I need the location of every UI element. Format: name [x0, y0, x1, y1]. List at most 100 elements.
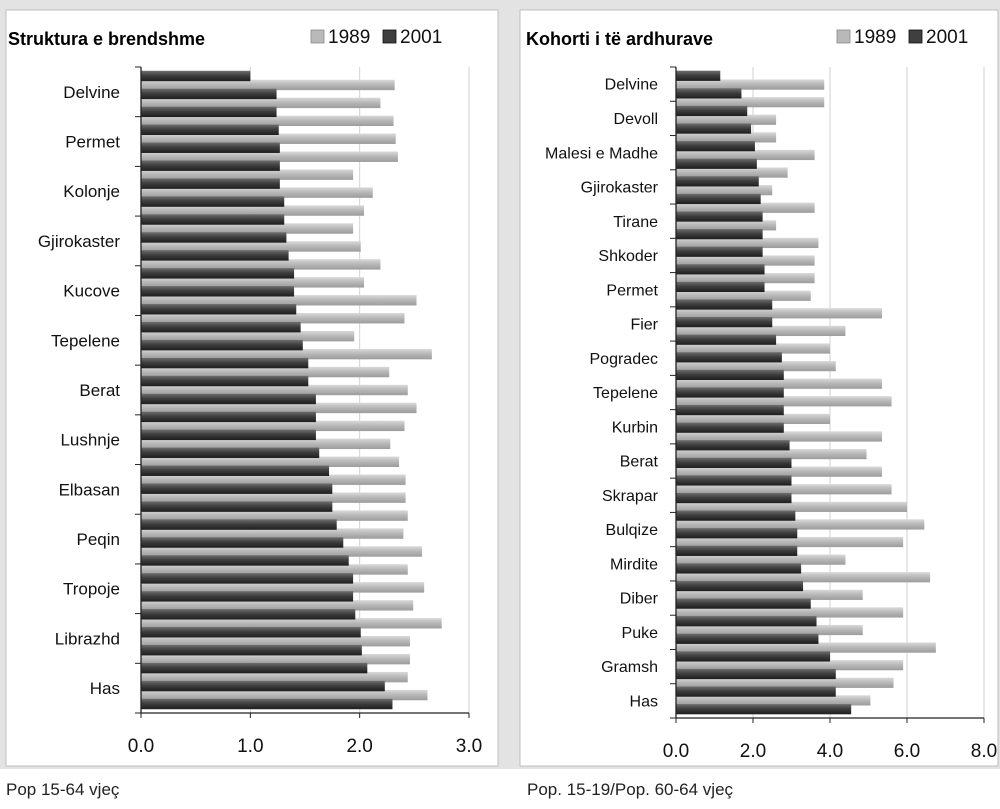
- right-chart-bar-2001: [676, 105, 748, 117]
- right-chart-bar-1989: [676, 255, 815, 266]
- left-chart-bar-2001: [141, 286, 295, 297]
- left-chart-bar-2001: [141, 321, 301, 333]
- left-chart-bar-2001: [141, 357, 309, 369]
- left-chart-bar-2001: [141, 268, 295, 279]
- left-chart-category-label: Tepelene: [51, 331, 120, 350]
- right-chart-bar-1989: [676, 202, 815, 213]
- right-chart-category-label: Shkoder: [598, 248, 658, 265]
- left-chart-bar-2001: [141, 573, 354, 584]
- left-chart-bar-2001: [141, 106, 277, 118]
- right-chart-bar-1989: [676, 642, 936, 653]
- left-chart-bar-1989: [141, 259, 381, 270]
- left-chart-category-label: Kolonje: [63, 182, 120, 201]
- left-chart-bar-2001: [141, 537, 344, 548]
- right-chart-bar-1989: [676, 554, 846, 565]
- right-chart-bar-1989: [676, 396, 892, 407]
- right-chart-bar-2001: [676, 334, 777, 345]
- right-chart-bar-2001: [676, 563, 802, 574]
- left-chart-bar-2001: [141, 232, 287, 243]
- left-chart-bar-1989: [141, 223, 354, 234]
- left-chart-bar-2001: [141, 160, 280, 171]
- right-chart-category-label: Devoll: [614, 111, 658, 128]
- right-chart-bar-1989: [676, 273, 815, 284]
- left-chart-bar-2001: [141, 250, 289, 261]
- left-chart-bar-2001: [141, 465, 330, 476]
- right-chart-legend-label-2001: 2001: [926, 27, 968, 48]
- right-chart-legend-swatch-2001: [908, 29, 923, 44]
- right-chart-bar-2001: [676, 229, 763, 240]
- left-chart-bar-1989: [141, 402, 417, 414]
- right-chart-bar-1989: [676, 237, 819, 249]
- left-chart-bar-1989: [141, 582, 425, 593]
- left-chart-bar-2001: [141, 178, 280, 189]
- right-chart-category-label: Tirane: [613, 214, 658, 231]
- right-chart-bar-2001: [676, 633, 819, 644]
- left-chart-bar-1989: [141, 97, 381, 109]
- left-chart-bar-1989: [141, 564, 408, 575]
- left-chart-bar-2001: [141, 447, 320, 459]
- right-chart-category-label: Tepelene: [593, 385, 658, 402]
- left-chart-bar-1989: [141, 348, 432, 360]
- left-chart-bar-1989: [141, 420, 405, 432]
- right-chart-bar-2001: [676, 422, 784, 433]
- right-chart-bar-2001: [676, 264, 765, 275]
- right-chart-bar-2001: [676, 704, 852, 715]
- right-chart-category-label: Diber: [620, 591, 659, 608]
- right-chart-bar-1989: [676, 132, 777, 143]
- right-chart-caption: Pop. 15-19/Pop. 60-64 vjeç: [527, 780, 734, 799]
- right-chart-legend-label-1989: 1989: [854, 27, 896, 48]
- right-chart-category-label: Gjirokaster: [581, 180, 659, 197]
- right-chart-category-label: Bulqize: [606, 522, 659, 539]
- right-chart-bar-2001: [676, 70, 721, 81]
- right-chart-bar-1989: [676, 361, 836, 372]
- right-chart-bar-2001: [676, 475, 792, 486]
- right-chart-bar-2001: [676, 193, 761, 205]
- right-chart-bar-2001: [676, 123, 752, 134]
- right-chart-bar-1989: [676, 589, 863, 600]
- right-chart-bar-2001: [676, 369, 784, 380]
- left-chart-category-label: Has: [90, 679, 120, 698]
- left-chart-caption: Pop 15-64 vjeç: [6, 780, 120, 799]
- right-chart-bar-1989: [676, 519, 925, 530]
- left-chart-bar-2001: [141, 304, 297, 315]
- right-chart-category-label: Berat: [620, 454, 659, 471]
- left-chart-bar-2001: [141, 662, 368, 674]
- right-chart-x-tick-label: 8.0: [971, 741, 997, 762]
- left-chart-category-label: Tropoje: [63, 580, 120, 599]
- right-chart-bar-2001: [676, 352, 782, 363]
- left-chart-bar-2001: [141, 644, 362, 656]
- right-chart-bar-2001: [676, 528, 798, 539]
- charts-svg: 0.0 1.0 2.0 3.0 Delvine Permet Kolonje Gjirokas…: [0, 0, 1000, 769]
- right-chart-bar-2001: [676, 299, 773, 310]
- right-chart-bar-1989: [676, 343, 830, 354]
- right-chart-bar-1989: [676, 607, 904, 618]
- left-chart-bar-1989: [141, 510, 408, 521]
- left-chart-bar-1989: [141, 384, 408, 396]
- left-chart-category-label: Delvine: [63, 83, 120, 102]
- right-chart-bar-2001: [676, 686, 836, 697]
- right-chart-bar-1989: [676, 290, 811, 301]
- right-chart-x-tick-label: 4.0: [817, 741, 843, 762]
- left-chart-legend-swatch-2001: [382, 29, 397, 44]
- right-chart-bar-1989: [676, 572, 931, 583]
- right-chart-category-label: Gramsh: [601, 659, 658, 676]
- left-chart-bar-2001: [141, 591, 354, 602]
- left-chart-category-label: Kucove: [63, 282, 120, 301]
- left-chart-bar-1989: [141, 653, 410, 665]
- left-chart-bar-1989: [141, 79, 395, 91]
- left-chart-bar-1989: [141, 456, 400, 467]
- right-chart-bar-1989: [676, 114, 777, 125]
- left-chart-category-label: Lushnje: [60, 431, 120, 450]
- left-chart-bar-1989: [141, 205, 365, 216]
- right-chart-bar-1989: [676, 501, 907, 512]
- left-chart-bar-2001: [141, 339, 303, 351]
- right-chart-bar-1989: [676, 325, 846, 337]
- left-chart-bar-1989: [141, 636, 410, 647]
- right-chart-bar-2001: [676, 141, 755, 152]
- right-chart-bar-1989: [676, 97, 825, 108]
- right-chart-bar-1989: [676, 484, 892, 495]
- right-chart-bar-2001: [676, 545, 798, 556]
- right-chart-bar-2001: [676, 492, 792, 504]
- right-chart-category-label: Malesi e Madhe: [545, 145, 658, 162]
